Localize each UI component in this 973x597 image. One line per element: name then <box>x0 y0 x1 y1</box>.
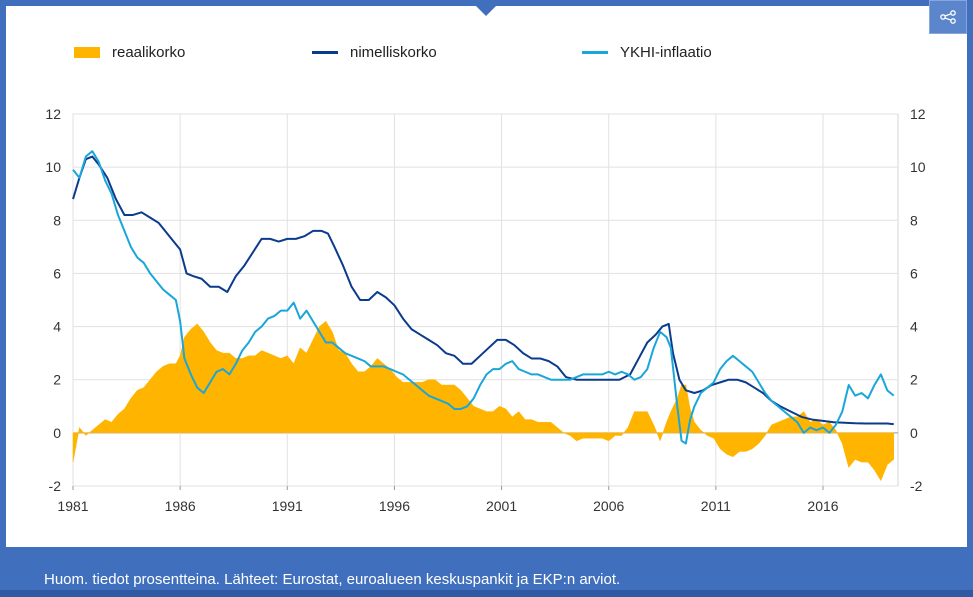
x-tick-label: 2011 <box>701 498 731 514</box>
legend-item-ykhi-inflaatio[interactable]: YKHI-inflaatio <box>582 42 712 62</box>
y-tick-label-left: 12 <box>45 106 61 122</box>
series-line-nimelliskorko <box>72 155 894 426</box>
x-tick-label: 2016 <box>807 498 838 514</box>
footer-bar <box>0 590 973 597</box>
series-area-reaalikorko <box>72 320 894 482</box>
footer-note: Huom. tiedot prosentteina. Lähteet: Euro… <box>44 571 621 588</box>
y-tick-label-right: 2 <box>910 372 918 388</box>
y-tick-label-left: 2 <box>53 372 61 388</box>
legend-label-ykhi-inflaatio: YKHI-inflaatio <box>620 43 712 61</box>
y-tick-label-right: 6 <box>910 265 918 281</box>
x-tick-label: 1981 <box>57 498 88 514</box>
legend-swatch-reaalikorko <box>74 46 100 58</box>
legend-item-nimelliskorko[interactable]: nimelliskorko <box>312 42 437 62</box>
y-tick-label-left: 10 <box>45 159 61 175</box>
y-tick-label-right: 8 <box>910 212 918 228</box>
panel-notch <box>476 6 496 16</box>
y-tick-label-left: -2 <box>49 478 62 494</box>
x-tick-label: 2001 <box>486 498 517 514</box>
y-tick-label-left: 0 <box>53 425 61 441</box>
y-tick-label-right: 12 <box>910 106 926 122</box>
x-tick-label: 1986 <box>165 498 196 514</box>
legend-label-nimelliskorko: nimelliskorko <box>350 43 437 61</box>
share-button[interactable] <box>929 0 967 34</box>
series-line-ykhi-inflaatio <box>72 150 895 445</box>
y-tick-label-left: 8 <box>53 212 61 228</box>
y-tick-label-right: 4 <box>910 319 918 335</box>
y-tick-label-left: 6 <box>53 265 61 281</box>
share-icon <box>940 10 956 24</box>
legend-label-reaalikorko: reaalikorko <box>112 43 186 61</box>
y-tick-label-right: 0 <box>910 425 918 441</box>
x-tick-label: 1991 <box>272 498 303 514</box>
chart-panel <box>6 6 967 547</box>
y-tick-label-right: -2 <box>910 478 923 494</box>
legend-swatch-ykhi-inflaatio <box>582 50 608 54</box>
y-tick-label-right: 10 <box>910 159 926 175</box>
x-tick-label: 2006 <box>593 498 624 514</box>
y-tick-label-left: 4 <box>53 319 61 335</box>
x-tick-label: 1996 <box>379 498 410 514</box>
legend-item-reaalikorko[interactable]: reaalikorko <box>74 42 185 62</box>
legend-swatch-nimelliskorko <box>312 50 338 54</box>
